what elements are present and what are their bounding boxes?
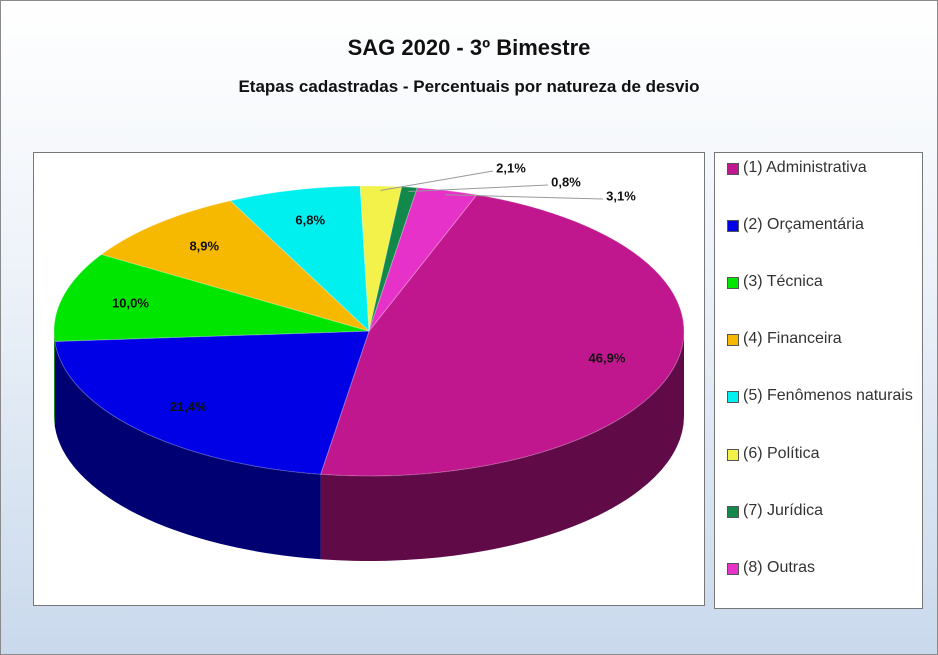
legend-label: (8) Outras [743,559,816,576]
data-label: 8,9% [189,239,219,254]
slice [368,187,478,332]
legend-swatch [727,277,739,289]
legend-label: (5) Fenômenos naturais [743,387,913,404]
legend-item: (7) Jurídica [727,500,933,522]
slice-side [54,341,321,560]
data-label: 0,8% [551,174,581,189]
chart-title: SAG 2020 - 3º Bimestre [347,35,591,60]
slice [54,330,370,475]
legend-swatch [727,563,739,575]
slice-side [320,331,684,561]
slice-side [54,331,55,427]
legend-label: (3) Técnica [743,273,823,290]
legend-item: (8) Outras [727,557,933,579]
chart-subtitle: Etapas cadastradas - Percentuais por nat… [238,77,700,96]
legend-swatch [727,506,739,518]
slice [229,185,370,333]
slice [53,253,370,342]
legend-item: (4) Financeira [727,328,933,350]
legend-swatch [727,163,739,175]
legend-label: (2) Orçamentária [743,216,864,233]
legend-swatch [727,220,739,232]
data-label: 6,8% [295,213,325,228]
legend-item: (5) Fenômenos naturais [727,385,933,407]
leader-line [445,194,604,200]
data-label: 21,4% [170,399,207,414]
legend-item: (3) Técnica [727,271,933,293]
legend-label: (6) Política [743,445,820,462]
legend-item: (1) Administrativa [727,157,933,179]
slice [100,200,370,332]
leader-line [408,184,549,193]
legend-label: (4) Financeira [743,330,842,347]
legend-item: (2) Orçamentária [727,214,933,236]
legend-swatch [727,334,739,346]
data-label: 10,0% [112,295,149,310]
data-label: 3,1% [606,188,636,203]
legend-swatch [727,449,739,461]
legend-item: (6) Política [727,443,933,465]
slice [319,194,685,477]
data-label: 2,1% [496,160,526,175]
legend-label: (1) Administrativa [743,159,867,176]
leader-line [380,170,494,191]
legend-label: (7) Jurídica [743,502,824,519]
data-label: 46,9% [589,351,626,366]
legend-swatch [727,391,739,403]
legend: (1) Administrativa (2) Orçamentária (3) Té… [714,152,923,609]
